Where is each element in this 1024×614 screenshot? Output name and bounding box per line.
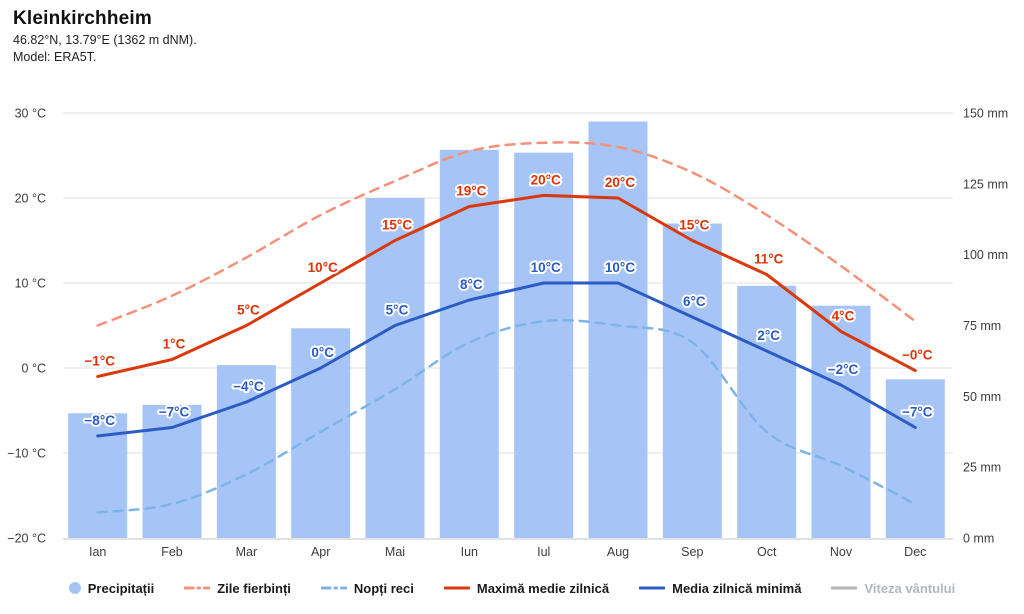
svg-text:0 °C: 0 °C	[22, 362, 46, 376]
svg-text:10°C: 10°C	[605, 260, 635, 275]
daily-min-swatch-icon	[639, 586, 666, 590]
legend-item-wind-speed[interactable]: Viteza vântului	[831, 581, 955, 596]
svg-text:25 mm: 25 mm	[963, 461, 1001, 475]
precip-bar-Nov	[811, 305, 871, 538]
cold-nights-line	[96, 319, 917, 514]
precip-bar-Feb	[142, 404, 202, 538]
precip-bar-Iul	[514, 152, 574, 538]
chart-header: Kleinkirchheim 46.82°N, 13.79°E (1362 m …	[13, 8, 197, 65]
svg-text:0 mm: 0 mm	[963, 532, 994, 546]
daily-max-swatch-icon	[443, 586, 470, 590]
legend-item-daily-max[interactable]: Maximă medie zilnică	[443, 580, 610, 596]
legend-item-daily-min[interactable]: Media zilnică minimă	[639, 581, 801, 596]
svg-text:5°C: 5°C	[386, 303, 409, 318]
legend-label: Precipitații	[87, 580, 155, 596]
svg-text:30 °C: 30 °C	[15, 107, 46, 121]
month-label-Dec: Dec	[904, 545, 926, 559]
svg-text:6°C: 6°C	[683, 294, 706, 309]
svg-text:−7°C: −7°C	[159, 405, 190, 420]
svg-text:−1°C: −1°C	[84, 354, 115, 369]
svg-text:10°C: 10°C	[531, 260, 561, 275]
legend-label: Zile fierbinți	[217, 580, 291, 596]
daily-min-point-labels: −8°C −7°C −4°C 0°C 5°C 8°C 10°C 10°C 6°C 2°C −2°C −…	[82, 258, 934, 430]
svg-text:150 mm: 150 mm	[963, 107, 1008, 121]
month-label-Aug: Aug	[607, 545, 629, 559]
svg-text:5°C: 5°C	[237, 303, 260, 318]
precip-bar-Sep	[662, 223, 722, 538]
svg-text:−8°C: −8°C	[84, 413, 115, 428]
svg-text:125 mm: 125 mm	[963, 177, 1008, 191]
wind-speed-swatch-icon	[831, 586, 858, 590]
daily-max-point-labels: −1°C 1°C 5°C 10°C 15°C 19°C 20°C 20°C 15°C 11°C 4°…	[82, 170, 934, 370]
svg-text:19°C: 19°C	[456, 184, 486, 199]
left-axis-labels: 30 °C 20 °C 10 °C 0 °C −10 °C −20 °C	[7, 107, 46, 546]
month-label-Oct: Oct	[757, 545, 777, 559]
svg-text:4°C: 4°C	[832, 308, 855, 323]
chart-legend: Precipitații Zile fierbinți Nopți reci Maxi…	[0, 575, 1024, 601]
month-label-Mai: Mai	[385, 545, 405, 559]
precip-bar-Oct	[737, 285, 797, 538]
svg-text:100 mm: 100 mm	[963, 248, 1008, 262]
svg-text:2°C: 2°C	[757, 328, 780, 343]
svg-text:20°C: 20°C	[605, 175, 635, 190]
svg-text:8°C: 8°C	[460, 277, 483, 292]
daily-min-line	[96, 281, 917, 438]
svg-text:−7°C: −7°C	[902, 405, 933, 420]
svg-text:11°C: 11°C	[754, 252, 784, 267]
svg-text:15°C: 15°C	[382, 218, 412, 233]
month-label-Mar: Mar	[236, 545, 258, 559]
cold-nights-swatch-icon	[320, 586, 347, 590]
svg-text:10°C: 10°C	[308, 260, 338, 275]
svg-text:20°C: 20°C	[531, 172, 561, 187]
precipitation-swatch-icon	[68, 582, 81, 594]
month-label-Iun: Iun	[461, 545, 478, 559]
coordinates-text: 46.82°N, 13.79°E (1362 m dNM).	[13, 33, 197, 47]
svg-text:−4°C: −4°C	[233, 379, 264, 394]
legend-label: Media zilnică minimă	[672, 580, 802, 596]
month-label-Sep: Sep	[681, 545, 703, 559]
svg-text:75 mm: 75 mm	[963, 319, 1001, 333]
month-label-Apr: Apr	[311, 545, 330, 559]
page-title: Kleinkirchheim	[13, 8, 153, 29]
precipitation-bars	[68, 121, 945, 539]
legend-item-cold-nights[interactable]: Nopți reci	[320, 580, 414, 596]
svg-text:1°C: 1°C	[163, 337, 186, 352]
svg-text:0°C: 0°C	[311, 345, 334, 360]
hot-days-line	[96, 141, 917, 327]
month-label-Nov: Nov	[830, 545, 853, 559]
month-label-Iul: Iul	[537, 545, 550, 559]
svg-text:−10 °C: −10 °C	[7, 447, 46, 461]
legend-item-hot-days[interactable]: Zile fierbinți	[184, 581, 291, 596]
model-text: Model: ERA5T.	[13, 50, 97, 65]
svg-text:−2°C: −2°C	[828, 362, 859, 377]
legend-label: Maximă medie zilnică	[476, 580, 610, 596]
legend-label: Nopți reci	[353, 580, 414, 596]
month-label-Ian: Ian	[89, 545, 106, 559]
precip-bar-Ian	[68, 413, 128, 538]
hot-days-swatch-icon	[184, 586, 211, 590]
legend-item-precipitation[interactable]: Precipitații	[68, 580, 155, 596]
month-label-Feb: Feb	[161, 545, 183, 559]
right-axis-labels: 150 mm 125 mm 100 mm 75 mm 50 mm 25 mm 0 mm	[963, 107, 1008, 546]
month-labels: Ian Feb Mar Apr Mai Iun Iul Aug Sep Oct Nov Dec	[89, 545, 926, 559]
svg-text:−20 °C: −20 °C	[7, 532, 46, 546]
svg-text:20 °C: 20 °C	[15, 192, 46, 206]
precip-bar-Mai	[365, 198, 425, 538]
svg-text:10 °C: 10 °C	[15, 277, 46, 291]
precip-bar-Aug	[588, 121, 648, 538]
precip-bar-Dec	[885, 379, 945, 538]
svg-text:15°C: 15°C	[679, 218, 709, 233]
legend-label: Viteza vântului	[864, 580, 956, 596]
svg-text:50 mm: 50 mm	[963, 390, 1001, 404]
daily-max-line	[96, 193, 917, 378]
svg-text:−0°C: −0°C	[902, 348, 933, 363]
